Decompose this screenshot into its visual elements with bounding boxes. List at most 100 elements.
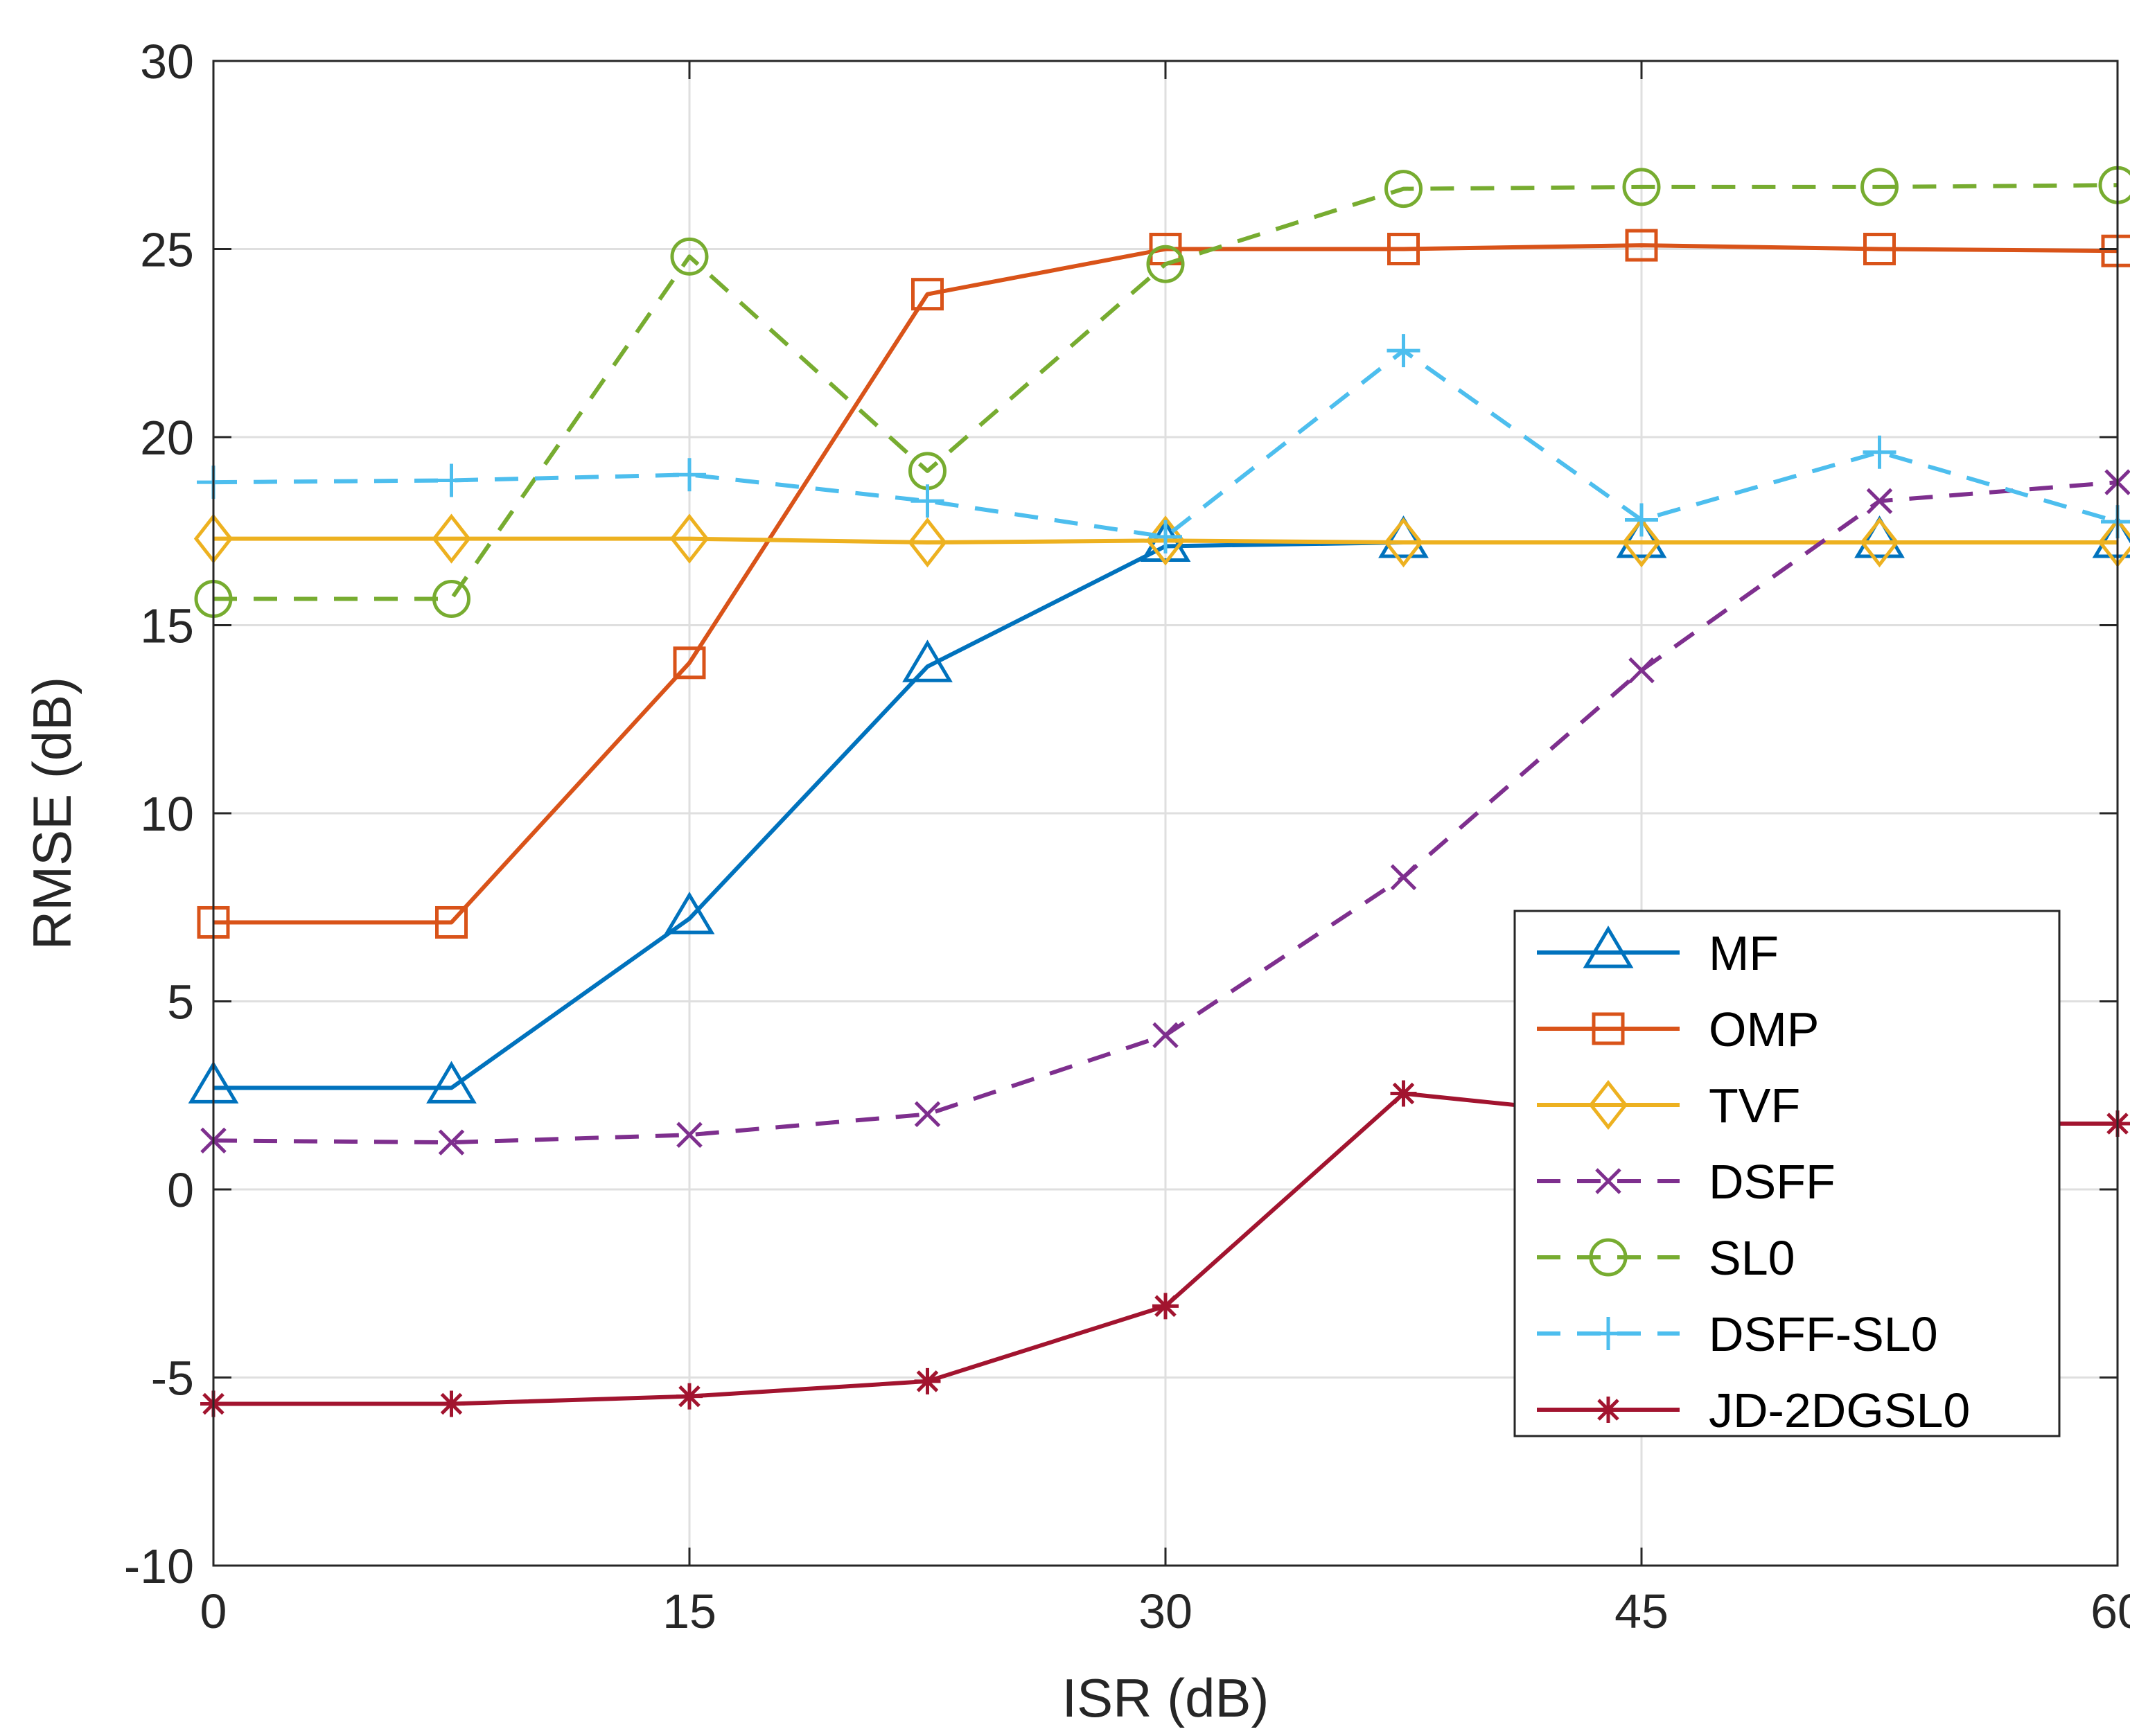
x-marker xyxy=(1595,1168,1621,1194)
asterisk-marker xyxy=(1595,1397,1621,1423)
data-point xyxy=(1595,1397,1621,1423)
legend-item: TVF xyxy=(1537,1079,1800,1133)
triangle-marker xyxy=(1854,515,1905,558)
data-point xyxy=(914,1367,941,1394)
data-point xyxy=(1149,520,1182,553)
plus-marker xyxy=(1863,435,1896,469)
plus-marker xyxy=(910,484,944,518)
data-point xyxy=(1595,1168,1621,1194)
plus-marker xyxy=(1592,1317,1625,1350)
circle-marker xyxy=(1384,170,1423,209)
square-marker xyxy=(911,278,944,311)
data-point xyxy=(1583,925,1634,968)
diamond-marker xyxy=(1588,1079,1628,1131)
x-tick-label: 45 xyxy=(1614,1584,1669,1638)
asterisk-marker xyxy=(676,1383,703,1410)
legend-label: JD-2DGSL0 xyxy=(1709,1383,1970,1437)
x-marker xyxy=(1152,1022,1179,1049)
square-marker xyxy=(1387,233,1420,265)
axis-ticks: 0 15 30 45 60 -10 -5 0 5 10 15 20 25 30 xyxy=(124,35,2130,1638)
legend-label: MF xyxy=(1709,926,1779,980)
triangle-marker xyxy=(1583,925,1634,968)
data-point xyxy=(914,1101,941,1128)
data-point xyxy=(1390,864,1417,891)
y-tick-label: 10 xyxy=(140,787,194,841)
circle-marker xyxy=(1860,168,1899,206)
data-point xyxy=(1628,657,1655,684)
x-tick-label: 15 xyxy=(662,1584,716,1638)
legend-label: DSFF xyxy=(1709,1155,1836,1209)
triangle-marker xyxy=(1616,515,1667,558)
legend-item: DSFF-SL0 xyxy=(1537,1307,1938,1361)
data-point xyxy=(910,484,944,518)
data-point xyxy=(434,463,468,497)
y-tick-label: 0 xyxy=(167,1163,194,1217)
legend-item: MF xyxy=(1537,925,1779,980)
data-point xyxy=(673,646,706,680)
data-point xyxy=(1390,1080,1417,1107)
data-point xyxy=(1588,1079,1628,1131)
plus-marker xyxy=(1387,334,1420,368)
legend-label: OMP xyxy=(1709,1002,1819,1056)
legend-label: SL0 xyxy=(1709,1231,1795,1285)
triangle-marker xyxy=(1378,515,1429,558)
plus-marker xyxy=(1625,503,1658,537)
data-point xyxy=(438,1390,465,1417)
legend-item: JD-2DGSL0 xyxy=(1537,1383,1970,1437)
triangle-marker xyxy=(902,639,953,682)
data-point xyxy=(1622,168,1661,206)
legend-box xyxy=(1513,910,2061,1437)
data-point xyxy=(1592,1317,1625,1350)
square-marker xyxy=(1592,1012,1625,1045)
asterisk-marker xyxy=(914,1367,941,1394)
asterisk-marker xyxy=(1152,1293,1179,1320)
square-marker xyxy=(435,905,468,939)
circle-marker xyxy=(1146,245,1185,283)
data-point xyxy=(435,905,468,939)
data-point xyxy=(1866,488,1893,515)
x-marker xyxy=(1390,864,1417,891)
legend-label: DSFF-SL0 xyxy=(1709,1307,1938,1361)
data-point xyxy=(1860,168,1899,206)
legend: MF OMP TVF DSFF SL0 DSFF-SL0 JD-2DGSL0 xyxy=(1513,910,2061,1437)
data-point xyxy=(432,513,471,564)
data-point xyxy=(1152,1022,1179,1049)
data-point xyxy=(911,278,944,311)
data-point xyxy=(908,517,947,568)
x-axis-title: ISR (dB) xyxy=(1062,1667,1269,1728)
y-tick-label: 30 xyxy=(140,35,194,89)
diamond-marker xyxy=(1860,517,1899,568)
data-point xyxy=(676,1122,703,1149)
diamond-marker xyxy=(669,513,710,564)
data-point xyxy=(426,1061,477,1104)
data-point xyxy=(669,513,710,564)
square-marker xyxy=(1625,229,1658,262)
x-marker xyxy=(1866,488,1893,515)
diamond-marker xyxy=(1621,517,1662,568)
data-point xyxy=(1387,334,1420,368)
triangle-marker xyxy=(664,892,715,935)
series-line xyxy=(213,183,2118,601)
data-point xyxy=(1384,170,1423,209)
x-marker xyxy=(914,1101,941,1128)
diamond-marker xyxy=(908,517,947,568)
data-point xyxy=(1860,517,1899,568)
series-line xyxy=(213,243,2118,925)
data-point xyxy=(670,237,709,276)
y-tick-label: 5 xyxy=(167,975,194,1029)
asterisk-marker xyxy=(1390,1080,1417,1107)
legend-item: DSFF xyxy=(1537,1155,1836,1209)
y-tick-label: 25 xyxy=(140,223,194,277)
data-point xyxy=(1625,229,1658,262)
circle-marker xyxy=(432,579,470,618)
data-point xyxy=(1625,503,1658,537)
circle-marker xyxy=(1622,168,1661,206)
data-point xyxy=(1863,435,1896,469)
data-point xyxy=(1621,517,1662,568)
data-point xyxy=(1384,517,1423,568)
asterisk-marker xyxy=(438,1390,465,1417)
square-marker xyxy=(673,646,706,680)
x-tick-label: 30 xyxy=(1138,1584,1192,1638)
x-marker xyxy=(1628,657,1655,684)
